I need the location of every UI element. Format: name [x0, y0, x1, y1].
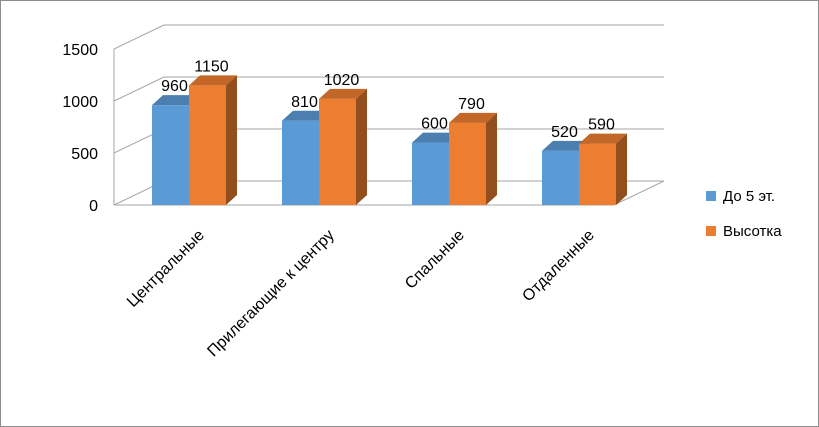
- bar: [282, 120, 319, 205]
- category-group: 960 1150: [152, 58, 237, 206]
- data-label: 960: [161, 78, 188, 95]
- bar: [152, 105, 189, 205]
- bar-top: [282, 110, 330, 121]
- x-tick-label: Отдаленные: [519, 227, 597, 305]
- x-tick-label: Прилегающие к центру: [204, 227, 337, 360]
- legend: До 5 эт. Высотка: [706, 184, 782, 254]
- data-label: 1020: [324, 72, 360, 89]
- legend-item-series-1: До 5 эт.: [706, 184, 782, 208]
- bar: [579, 143, 616, 205]
- x-tick-label: Спальные: [402, 227, 468, 293]
- legend-label-series-1: До 5 эт.: [723, 187, 776, 205]
- data-label: 520: [551, 124, 578, 141]
- bar-top: [449, 112, 497, 123]
- gridline-side: [113, 76, 165, 102]
- data-label: 600: [421, 116, 448, 133]
- bar-side: [226, 75, 237, 206]
- y-tick-label: 1000: [62, 94, 98, 111]
- bar-side: [486, 112, 497, 205]
- bar-top: [319, 88, 367, 99]
- category-group: 810 1020: [282, 72, 367, 205]
- bar-side: [356, 88, 367, 205]
- bar: [412, 142, 449, 205]
- bar-top: [412, 132, 460, 143]
- bar: [449, 122, 486, 205]
- bar-top: [542, 140, 590, 151]
- x-tick-label: Центральные: [124, 227, 208, 311]
- data-label: 590: [588, 117, 615, 134]
- bar: [319, 98, 356, 205]
- legend-item-series-2: Высотка: [706, 219, 782, 243]
- bar: [189, 85, 226, 205]
- bar-side: [616, 133, 627, 205]
- gridline-side: [113, 24, 165, 50]
- y-tick-label: 500: [71, 146, 98, 163]
- bar-top: [189, 75, 237, 86]
- legend-swatch-series-2: [706, 226, 716, 236]
- bar-top: [579, 133, 627, 144]
- legend-swatch-series-1: [706, 191, 716, 201]
- bar-top: [152, 95, 200, 106]
- floor-right-edge: [613, 180, 665, 206]
- category-group: 600 790: [412, 96, 497, 205]
- y-tick-label: 1500: [62, 42, 98, 59]
- category-group: 520 590: [542, 117, 627, 205]
- data-label: 1150: [194, 58, 229, 75]
- data-label: 790: [458, 96, 485, 113]
- legend-label-series-2: Высотка: [723, 222, 782, 240]
- bar: [542, 150, 579, 205]
- data-label: 810: [291, 94, 318, 111]
- y-tick-label: 0: [89, 198, 98, 215]
